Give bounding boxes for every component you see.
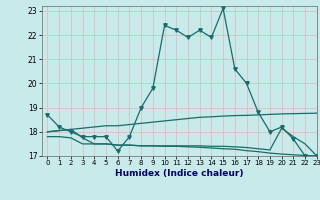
X-axis label: Humidex (Indice chaleur): Humidex (Indice chaleur)	[115, 169, 244, 178]
